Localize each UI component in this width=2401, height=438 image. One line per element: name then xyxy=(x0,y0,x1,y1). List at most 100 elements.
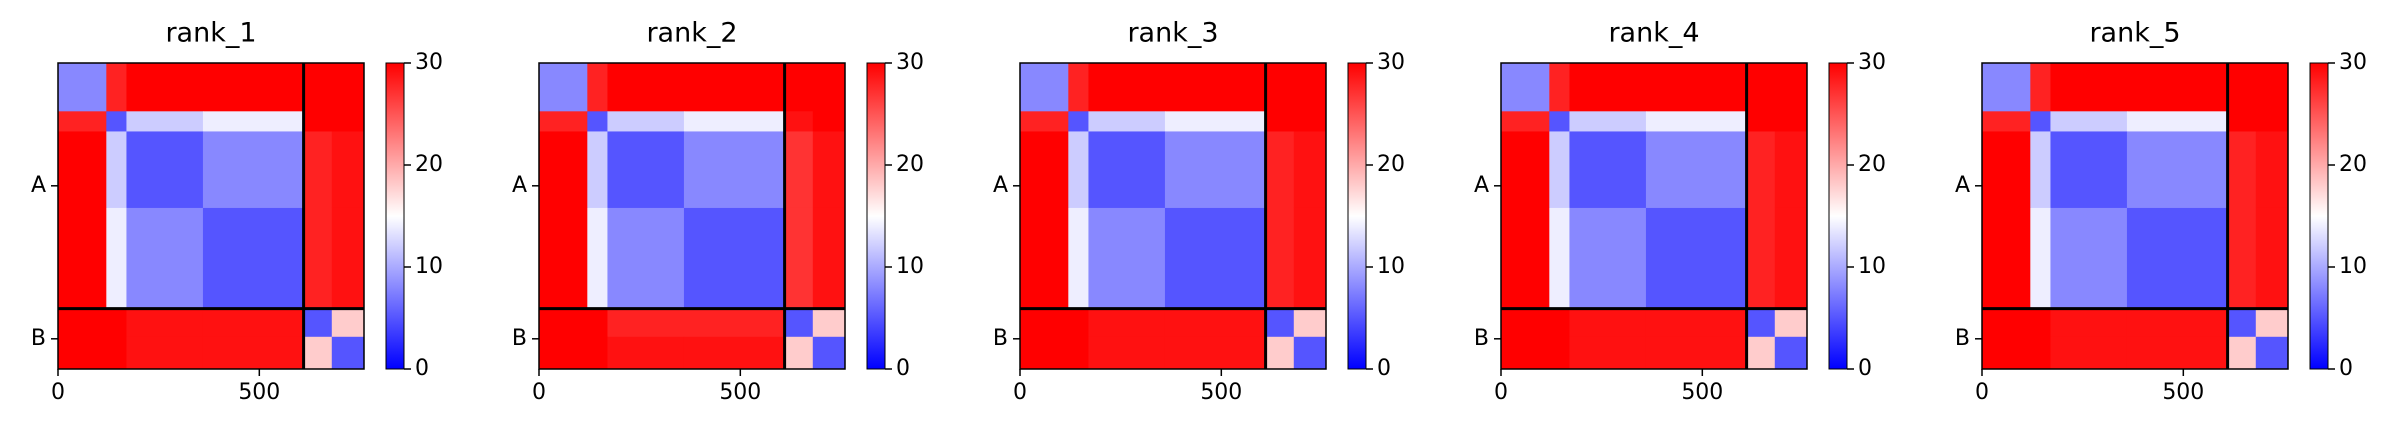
heatmap-cell xyxy=(1293,308,1327,338)
heatmap-cell xyxy=(303,131,333,209)
colorbar-tick-label: 20 xyxy=(2339,152,2367,177)
colorbar-tick-label: 20 xyxy=(415,152,443,177)
heatmap-cell xyxy=(1265,207,1295,310)
heatmap-cell xyxy=(331,336,365,370)
heatmap-cell xyxy=(1982,308,2031,338)
heatmap-cell xyxy=(126,308,204,338)
heatmap-cell xyxy=(1549,336,1570,370)
heatmap-cell xyxy=(784,207,814,310)
panel-title: rank_1 xyxy=(165,18,256,49)
heatmap-cell xyxy=(1501,336,1550,370)
heatmap-cell xyxy=(331,308,365,338)
heatmap-cell xyxy=(1164,111,1267,132)
heatmap-cell xyxy=(1569,63,1647,112)
colorbar-tick-label: 30 xyxy=(415,50,443,75)
heatmap-cell xyxy=(587,336,608,370)
colorbar-tick-label: 0 xyxy=(2339,356,2353,381)
heatmap-cell xyxy=(106,63,127,112)
heatmap-cell xyxy=(1293,131,1327,209)
heatmap-cell xyxy=(1774,63,1808,112)
heatmap-cell xyxy=(812,111,846,132)
axes-frame xyxy=(538,62,846,370)
heatmap-cell xyxy=(202,336,305,370)
axes-frame xyxy=(57,62,365,370)
heatmap-cell xyxy=(1293,336,1327,370)
heatmap-cell xyxy=(539,63,588,112)
heatmap-cell xyxy=(202,111,305,132)
colorbar xyxy=(385,62,405,370)
heatmap-cell xyxy=(1068,111,1089,132)
y-tick-label: A xyxy=(1955,173,1970,198)
heatmap-cell xyxy=(202,131,305,209)
heatmap-cell xyxy=(683,131,786,209)
heatmap-cell xyxy=(58,131,107,209)
y-tick-label: B xyxy=(1474,326,1489,351)
x-tick-label: 0 xyxy=(1975,380,1989,405)
colorbar-tick-label: 0 xyxy=(415,356,429,381)
heatmap-cell xyxy=(1293,63,1327,112)
heatmap-cell xyxy=(126,111,204,132)
heatmap-cell xyxy=(1746,336,1776,370)
heatmap-cell xyxy=(1746,308,1776,338)
heatmap-cell xyxy=(1569,336,1647,370)
colorbar xyxy=(1347,62,1367,370)
heatmap-cell xyxy=(1774,131,1808,209)
heatmap-cell xyxy=(1569,308,1647,338)
y-tick-label: A xyxy=(31,173,46,198)
heatmap-cell xyxy=(2227,111,2257,132)
colorbar-tick-label: 10 xyxy=(896,254,924,279)
heatmap-cell xyxy=(607,308,685,338)
heatmap-cell xyxy=(303,111,333,132)
heatmap-cell xyxy=(1265,308,1295,338)
heatmap-cell xyxy=(1068,63,1089,112)
heatmap-cell xyxy=(58,111,107,132)
heatmap-cell xyxy=(2227,63,2257,112)
heatmap-cell xyxy=(1569,207,1647,310)
heatmap-cell xyxy=(1746,63,1776,112)
panel-title: rank_2 xyxy=(646,18,737,49)
heatmap-cell xyxy=(1265,336,1295,370)
heatmap-cell xyxy=(607,336,685,370)
panel-title: rank_3 xyxy=(1127,18,1218,49)
heatmap-cell xyxy=(1293,111,1327,132)
heatmap-cell xyxy=(202,63,305,112)
x-tick-label: 500 xyxy=(1681,380,1723,405)
heatmap-cell xyxy=(1068,207,1089,310)
heatmap-cell xyxy=(587,207,608,310)
heatmap-cell xyxy=(2126,63,2229,112)
heatmap-cell xyxy=(126,336,204,370)
heatmap-cell xyxy=(1569,111,1647,132)
heatmap-cell xyxy=(1746,111,1776,132)
heatmap-cell xyxy=(2126,308,2229,338)
colorbar-tick-label: 20 xyxy=(896,152,924,177)
heatmap-cell xyxy=(683,336,786,370)
heatmap-cell xyxy=(1982,63,2031,112)
heatmap-cell xyxy=(1501,308,1550,338)
colorbar xyxy=(866,62,886,370)
colorbar xyxy=(2309,62,2329,370)
heatmap-cell xyxy=(1088,131,1166,209)
heatmap-cell xyxy=(784,336,814,370)
heatmap-cell xyxy=(303,63,333,112)
heatmap-cell xyxy=(58,336,107,370)
heatmap-cell xyxy=(812,207,846,310)
y-tick-label: A xyxy=(512,173,527,198)
heatmap-cell xyxy=(202,207,305,310)
colorbar-tick-label: 20 xyxy=(1377,152,1405,177)
colorbar-tick-label: 20 xyxy=(1858,152,1886,177)
heatmap-cell xyxy=(539,131,588,209)
heatmap-cell xyxy=(587,308,608,338)
heatmap-cell xyxy=(106,336,127,370)
heatmap-cell xyxy=(683,207,786,310)
heatmap-cell xyxy=(2255,131,2289,209)
heatmap-cell xyxy=(1549,111,1570,132)
heatmap-cell xyxy=(2255,336,2289,370)
colorbar-tick-label: 0 xyxy=(896,356,910,381)
heatmap-cell xyxy=(126,207,204,310)
x-tick-label: 0 xyxy=(1013,380,1027,405)
x-tick-label: 0 xyxy=(532,380,546,405)
heatmap-cell xyxy=(539,207,588,310)
heatmap-cell xyxy=(1982,207,2031,310)
colorbar-tick-label: 30 xyxy=(896,50,924,75)
heatmap-cell xyxy=(1020,308,1069,338)
